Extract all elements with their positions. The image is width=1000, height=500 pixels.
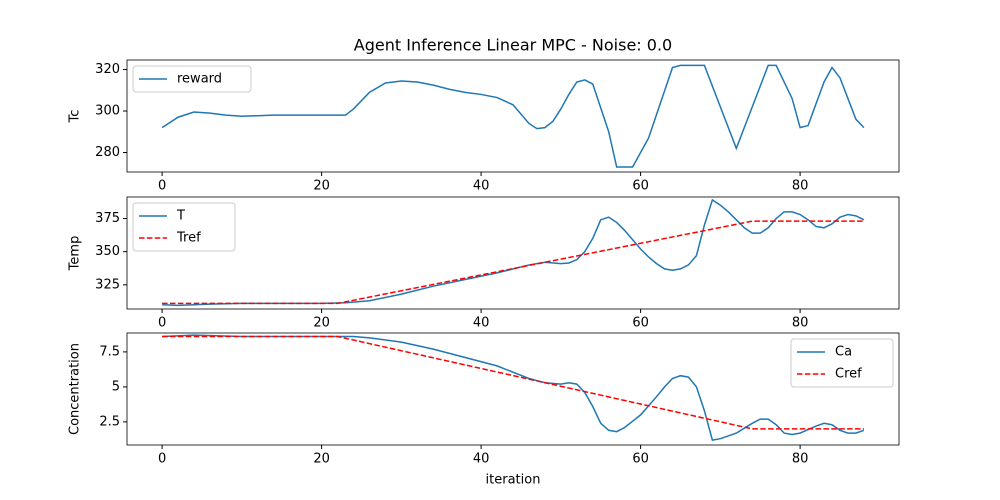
x-tick-label: 0: [158, 179, 166, 194]
x-tick-label: 20: [313, 179, 330, 194]
chart-title: Agent Inference Linear MPC - Noise: 0.0: [354, 36, 672, 55]
legend-label: T: [176, 209, 185, 224]
x-tick-label: 20: [313, 316, 330, 331]
legend: Ca Cref: [790, 338, 894, 388]
plot-frame: [126, 196, 900, 310]
legend-label: reward: [177, 72, 222, 87]
y-tick-label: 300: [95, 104, 120, 119]
data-line: [161, 64, 865, 168]
legend-box: [790, 338, 894, 388]
plot-frame: [126, 59, 900, 173]
legend: T Tref: [132, 202, 236, 252]
x-tick-label: 0: [158, 452, 166, 467]
legend: reward: [132, 65, 252, 93]
x-axis-label: iteration: [486, 473, 541, 488]
y-tick-label: 280: [95, 145, 120, 160]
x-tick-label: 40: [473, 452, 490, 467]
x-tick-label: 20: [313, 452, 330, 467]
x-tick-label: 80: [792, 452, 809, 467]
legend-box: [132, 202, 236, 252]
legend-label: Tref: [176, 231, 201, 246]
plot-frame: [126, 332, 900, 446]
x-tick-label: 80: [792, 316, 809, 331]
x-tick-label: 40: [473, 316, 490, 331]
y-tick-label: 320: [95, 62, 120, 77]
x-tick-label: 60: [632, 179, 649, 194]
x-tick-label: 0: [158, 316, 166, 331]
legend-label: Cref: [835, 367, 862, 382]
y-tick-label: 325: [95, 277, 120, 292]
y-tick-label: 5: [112, 379, 120, 394]
x-tick-label: 60: [632, 316, 649, 331]
legend-box: [132, 65, 252, 93]
y-axis-label: Tc: [68, 110, 83, 124]
subplot: 0 20 40 60 80 280 300 320 Agent Inference Linear…: [68, 36, 900, 194]
data-line: [162, 198, 865, 307]
x-tick-label: 60: [632, 452, 649, 467]
x-tick-label: 80: [792, 179, 809, 194]
data-line: [162, 335, 864, 430]
plot-area: [127, 333, 899, 445]
legend-label: Ca: [835, 345, 852, 360]
subplot: 0 20 40 60 80 325 350 375 Temp T Tref: [68, 196, 900, 331]
y-axis-label: Temp: [68, 236, 83, 272]
data-line: [162, 334, 865, 441]
plot-area: [127, 197, 899, 309]
x-tick-label: 40: [473, 179, 490, 194]
y-tick-label: 350: [95, 244, 120, 259]
y-tick-label: 7.5: [99, 344, 120, 359]
y-tick-label: 375: [95, 211, 120, 226]
data-line: [162, 220, 864, 305]
y-axis-label: Concentration: [68, 343, 83, 435]
y-tick-label: 2.5: [99, 414, 120, 429]
subplot: 0 20 40 60 80 2.5 5 7.5 Concentration iteration Ca…: [68, 332, 900, 488]
